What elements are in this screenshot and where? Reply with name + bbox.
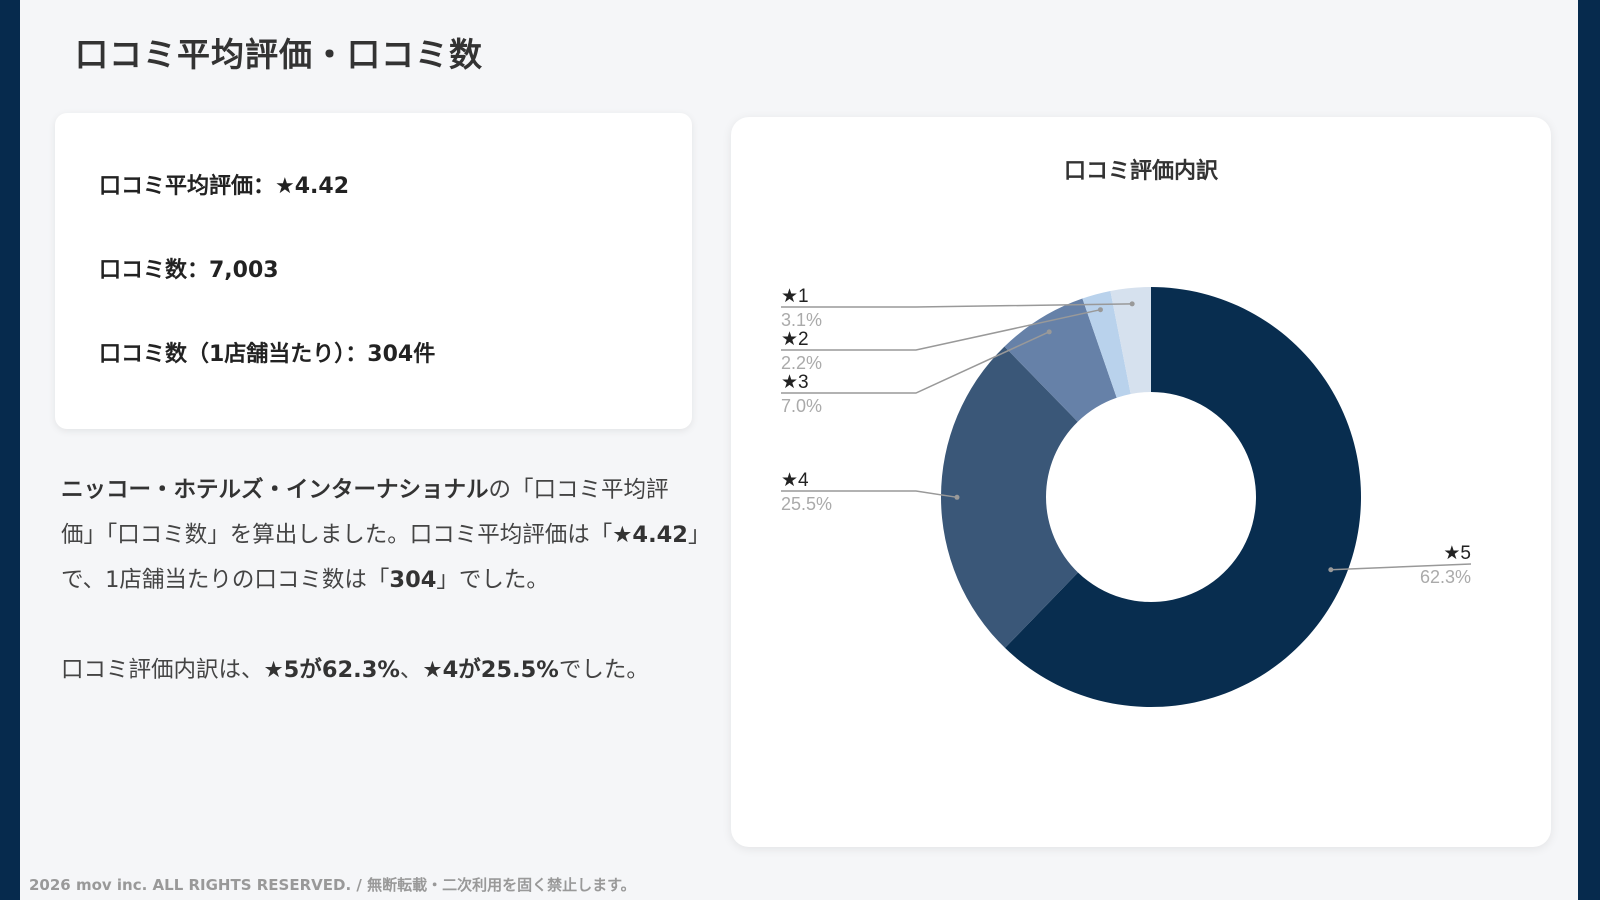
- callout-percent: 62.3%: [1420, 567, 1471, 587]
- leader-line: [1330, 563, 1472, 571]
- desc-text: 」で、1店舗当たりの口コミ数は「: [61, 522, 700, 593]
- reviews-per-store: 口コミ数（1店舗当たり）：304件: [99, 342, 436, 367]
- leader-dot: [1328, 567, 1334, 573]
- desc-text: 、: [399, 657, 423, 683]
- leader-dot: [1046, 329, 1052, 335]
- donut-segment: [1004, 298, 1117, 422]
- slide: 口コミ平均評価・口コミ数 口コミ平均評価：★4.42 口コミ数：7,003 口コ…: [20, 0, 1578, 900]
- donut-segment: [1082, 290, 1131, 398]
- callout-percent: 3.1%: [781, 310, 822, 330]
- description: ニッコー・ホテルズ・インターナショナルの「口コミ平均評価」「口コミ数」を算出しま…: [61, 468, 701, 738]
- page-title: 口コミ平均評価・口コミ数: [75, 35, 483, 74]
- chart-card: 口コミ評価内訳 ★5 62.3% ★4 25.5% ★3 7.0% ★2 2.2% ★1 3.1%: [731, 117, 1551, 847]
- leader-line: [781, 331, 1050, 394]
- desc-text: の「口コミ平均評価」「口コミ数」を算出しました。口コミ平均評価は「: [61, 477, 669, 548]
- donut-segments: [941, 287, 1361, 707]
- leader-line: [781, 490, 958, 499]
- donut-segment: [1110, 287, 1151, 394]
- callout-percent: 25.5%: [781, 494, 832, 514]
- callout-label: ★2: [781, 329, 809, 350]
- leader-dot: [1097, 307, 1103, 313]
- callout-percent: 2.2%: [781, 353, 822, 373]
- copyright-footer: 2026 mov inc. ALL RIGHTS RESERVED. / 無断転…: [29, 876, 636, 894]
- desc-text: 口コミ評価内訳は、: [61, 657, 264, 683]
- average-rating: 口コミ平均評価：★4.42: [99, 174, 350, 199]
- desc-rating: ★4.42: [612, 522, 688, 548]
- summary-card: 口コミ平均評価：★4.42 口コミ数：7,003 口コミ数（1店舗当たり）：30…: [55, 113, 692, 429]
- callout-label: ★3: [781, 372, 809, 393]
- leader-line: [781, 303, 1133, 308]
- chart-title: 口コミ評価内訳: [1063, 159, 1218, 184]
- review-count: 口コミ数：7,003: [99, 258, 279, 283]
- donut-segment: [1004, 287, 1361, 707]
- donut-chart: ★5 62.3% ★4 25.5% ★3 7.0% ★2 2.2% ★1 3.1%: [781, 286, 1472, 707]
- donut-callouts: ★5 62.3% ★4 25.5% ★3 7.0% ★2 2.2% ★1 3.1%: [781, 286, 1472, 587]
- company-name: ニッコー・ホテルズ・インターナショナル: [61, 477, 489, 503]
- description-paragraph-1: ニッコー・ホテルズ・インターナショナルの「口コミ平均評価」「口コミ数」を算出しま…: [61, 468, 701, 603]
- description-paragraph-2: 口コミ評価内訳は、★5が62.3%、★4が25.5%でした。: [61, 648, 701, 693]
- callout-label: ★4: [781, 470, 809, 491]
- callout-percent: 7.0%: [781, 396, 822, 416]
- desc-star5: ★5が62.3%: [263, 657, 400, 683]
- leader-dot: [954, 494, 960, 500]
- desc-text: でした。: [558, 657, 649, 683]
- callout-label: ★5: [1443, 543, 1471, 564]
- donut-segment: [941, 346, 1078, 648]
- desc-star4: ★4が25.5%: [422, 657, 559, 683]
- desc-count: 304: [389, 567, 437, 593]
- leader-line: [781, 308, 1101, 351]
- callout-label: ★1: [781, 286, 809, 307]
- leader-dot: [1129, 301, 1135, 307]
- desc-text: 」でした。: [436, 567, 549, 593]
